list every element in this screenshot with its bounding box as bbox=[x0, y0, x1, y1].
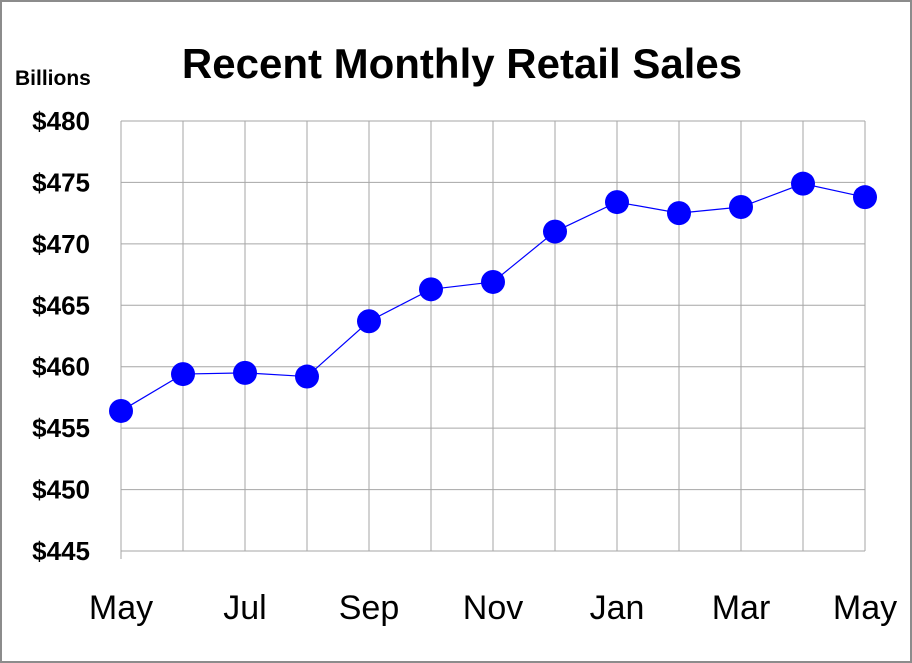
y-tick-labels: $480 $475 $470 $465 $460 $455 $450 $445 bbox=[32, 106, 90, 566]
x-tick-labels: May Jul Sep Nov Jan Mar May bbox=[89, 589, 897, 627]
y-tick-label: $465 bbox=[32, 290, 90, 320]
data-point bbox=[853, 185, 877, 210]
data-point bbox=[109, 398, 133, 423]
y-tick-label: $445 bbox=[32, 536, 90, 566]
x-tick-label: Jul bbox=[223, 589, 266, 627]
x-tick-label: Nov bbox=[463, 589, 523, 627]
data-point bbox=[357, 309, 381, 334]
y-tick-label: $455 bbox=[32, 413, 90, 443]
y-tick-label: $480 bbox=[32, 106, 90, 136]
data-point bbox=[295, 364, 319, 389]
data-point bbox=[171, 362, 195, 387]
data-point bbox=[233, 360, 257, 385]
x-tick-label: Jan bbox=[590, 589, 645, 627]
y-tick-label: $470 bbox=[32, 229, 90, 259]
y-tick-label: $475 bbox=[32, 167, 90, 197]
y-tick-label: $450 bbox=[32, 475, 90, 505]
x-tick-label: May bbox=[833, 589, 897, 627]
y-axis-label: Billions bbox=[15, 67, 91, 90]
data-point bbox=[419, 277, 443, 302]
data-point bbox=[791, 171, 815, 196]
data-point bbox=[667, 201, 691, 226]
series-retail-sales bbox=[109, 171, 877, 423]
x-tick-label: May bbox=[89, 589, 153, 627]
data-point bbox=[481, 269, 505, 294]
grid-lines bbox=[120, 120, 866, 559]
x-tick-label: Sep bbox=[339, 589, 400, 627]
y-tick-label: $460 bbox=[32, 352, 90, 382]
data-point bbox=[729, 195, 753, 219]
x-tick-label: Mar bbox=[712, 589, 771, 627]
chart-title: Recent Monthly Retail Sales bbox=[182, 40, 742, 87]
data-point bbox=[543, 219, 567, 244]
data-point bbox=[605, 190, 629, 215]
